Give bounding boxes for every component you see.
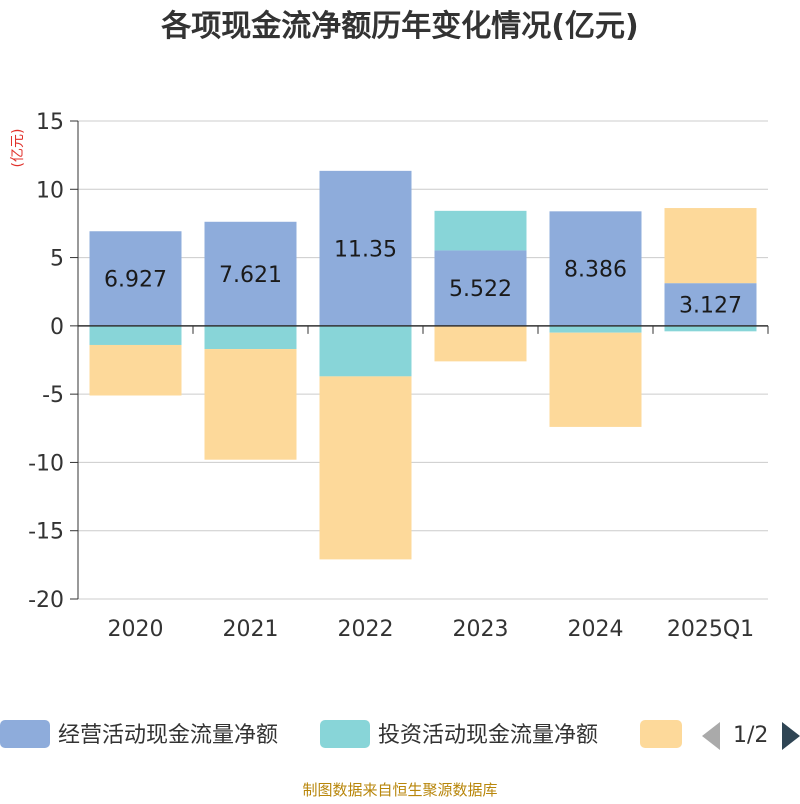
- y-tick-label: -5: [42, 383, 64, 408]
- y-tick-label: 5: [50, 247, 64, 272]
- legend: 经营活动现金流量净额 投资活动现金流量净额 1/2: [0, 720, 800, 750]
- x-tick-label: 2024: [568, 617, 624, 642]
- data-label: 8.386: [564, 258, 627, 283]
- bar-3-2020: [89, 344, 182, 396]
- data-label: 11.35: [334, 237, 397, 262]
- bar-2-2025Q1: [664, 325, 757, 332]
- y-tick-label: 0: [50, 315, 64, 340]
- data-label: 5.522: [449, 277, 512, 302]
- bar-3-2022: [319, 376, 412, 560]
- x-tick-label: 2022: [338, 617, 394, 642]
- chart-title: 各项现金流净额历年变化情况(亿元): [160, 9, 638, 44]
- data-label: 3.127: [679, 294, 742, 319]
- bar-3-2025Q1: [664, 208, 757, 284]
- bar-1-2024: [549, 211, 642, 326]
- x-tick-label: 2023: [453, 617, 509, 642]
- bar-2-2023: [434, 210, 527, 251]
- bar-1-2023: [434, 250, 527, 326]
- bar-3-2021: [204, 349, 297, 460]
- x-tick-label: 2021: [223, 617, 279, 642]
- bar-1-2020: [89, 231, 182, 326]
- axes: 15 10 5 0 -5 -10 -15 -20 2020 2021 2022 2023 2024 202…: [28, 110, 769, 642]
- y-tick-label: -15: [28, 520, 64, 545]
- bars: [89, 170, 757, 560]
- bar-2-2024: [549, 325, 642, 333]
- bar-2-2021: [204, 325, 297, 350]
- legend-swatch-investing[interactable]: [320, 720, 370, 748]
- bar-1-2021: [204, 221, 297, 326]
- data-label: 7.621: [219, 263, 282, 288]
- y-tick-label: 15: [36, 110, 64, 135]
- bar-2-2022: [319, 325, 412, 377]
- bar-2-2020: [89, 325, 182, 345]
- source-note: 制图数据来自恒生聚源数据库: [302, 781, 497, 799]
- legend-swatch-third[interactable]: [640, 720, 682, 748]
- y-tick-label: -20: [28, 588, 64, 613]
- legend-prev-page-icon[interactable]: [702, 722, 720, 750]
- y-tick-label: -10: [28, 451, 64, 476]
- legend-label-investing[interactable]: 投资活动现金流量净额: [378, 723, 598, 748]
- x-tick-label: 2020: [108, 617, 164, 642]
- bar-3-2023: [434, 325, 527, 362]
- data-labels: 6.927 7.621 11.35 5.522 8.386 3.127: [104, 237, 742, 318]
- legend-page-indicator: 1/2: [733, 723, 768, 748]
- bar-1-2022: [319, 170, 412, 326]
- bar-3-2024: [549, 332, 642, 427]
- legend-next-page-icon[interactable]: [782, 722, 800, 750]
- data-label: 6.927: [104, 268, 167, 293]
- y-axis-unit: (亿元): [10, 129, 26, 168]
- legend-label-operating[interactable]: 经营活动现金流量净额: [58, 723, 278, 748]
- legend-swatch-operating[interactable]: [0, 720, 50, 748]
- bar-1-2025Q1: [664, 283, 757, 326]
- y-tick-label: 10: [36, 178, 64, 203]
- x-tick-label: 2025Q1: [667, 617, 754, 642]
